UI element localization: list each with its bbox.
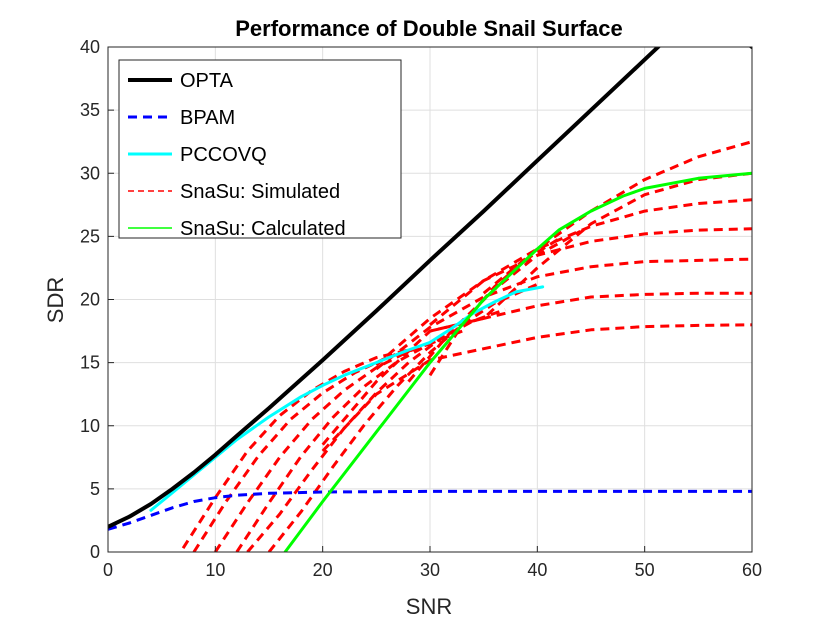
series-line-snasu-simulated-7 [321,323,752,453]
axis-ticks: 0 10 20 30 40 50 60 0 5 10 15 20 25 30 35 40 [80,37,762,580]
y-tick-label: 40 [80,37,100,57]
x-tick-label: 50 [635,560,655,580]
y-tick-label: 30 [80,163,100,183]
series-line-snasu-simulated-5 [246,308,506,552]
series-line-snasu-calculated [283,171,752,552]
legend: OPTA BPAM PCCOVQ SnaSu: Simulated SnaSu: Cal… [118,59,402,240]
x-tick-label: 30 [420,560,440,580]
series-line-pccovq [149,285,545,512]
series-line-snasu-simulated-10 [375,227,752,367]
y-tick-label: 35 [80,100,100,120]
legend-box [118,59,402,239]
y-tick-label: 10 [80,416,100,436]
y-tick-label: 25 [80,226,100,246]
series-line-snasu-simulated-3 [214,338,442,552]
y-tick-label: 0 [90,542,100,562]
y-tick-label: 20 [80,290,100,310]
chart-title: Performance of Double Snail Surface [235,16,623,41]
grid [107,46,753,553]
series-line-snasu-simulated-13 [482,140,752,295]
series-line-snasu-simulated-1 [181,348,409,550]
series-line-snasu-simulated-6 [267,282,538,552]
legend-label: PCCOVQ [180,144,267,166]
legend-label: SnaSu: Simulated [180,181,340,203]
y-axis-label: SDR [43,277,68,323]
legend-label: BPAM [180,107,235,129]
series-line-snasu-simulated-8 [321,291,752,446]
series-line-snasu-simulated-4 [235,329,463,552]
series-line-snasu-simulated-9 [375,257,752,371]
legend-label: SnaSu: Calculated [180,218,346,240]
y-tick-label: 15 [80,353,100,373]
x-tick-label: 20 [313,560,333,580]
y-tick-label: 5 [90,479,100,499]
series-line-snasu-simulated-15 [428,237,560,377]
x-tick-label: 0 [103,560,113,580]
x-tick-label: 60 [742,560,762,580]
series-line-bpam [108,489,752,531]
x-axis-label: SNR [406,594,452,619]
series-line-snasu-simulated-11 [429,198,752,326]
x-tick-label: 40 [527,560,547,580]
legend-label: OPTA [180,70,234,92]
series-layer [108,47,752,552]
x-tick-label: 10 [205,560,225,580]
series-line-opta [108,47,752,529]
